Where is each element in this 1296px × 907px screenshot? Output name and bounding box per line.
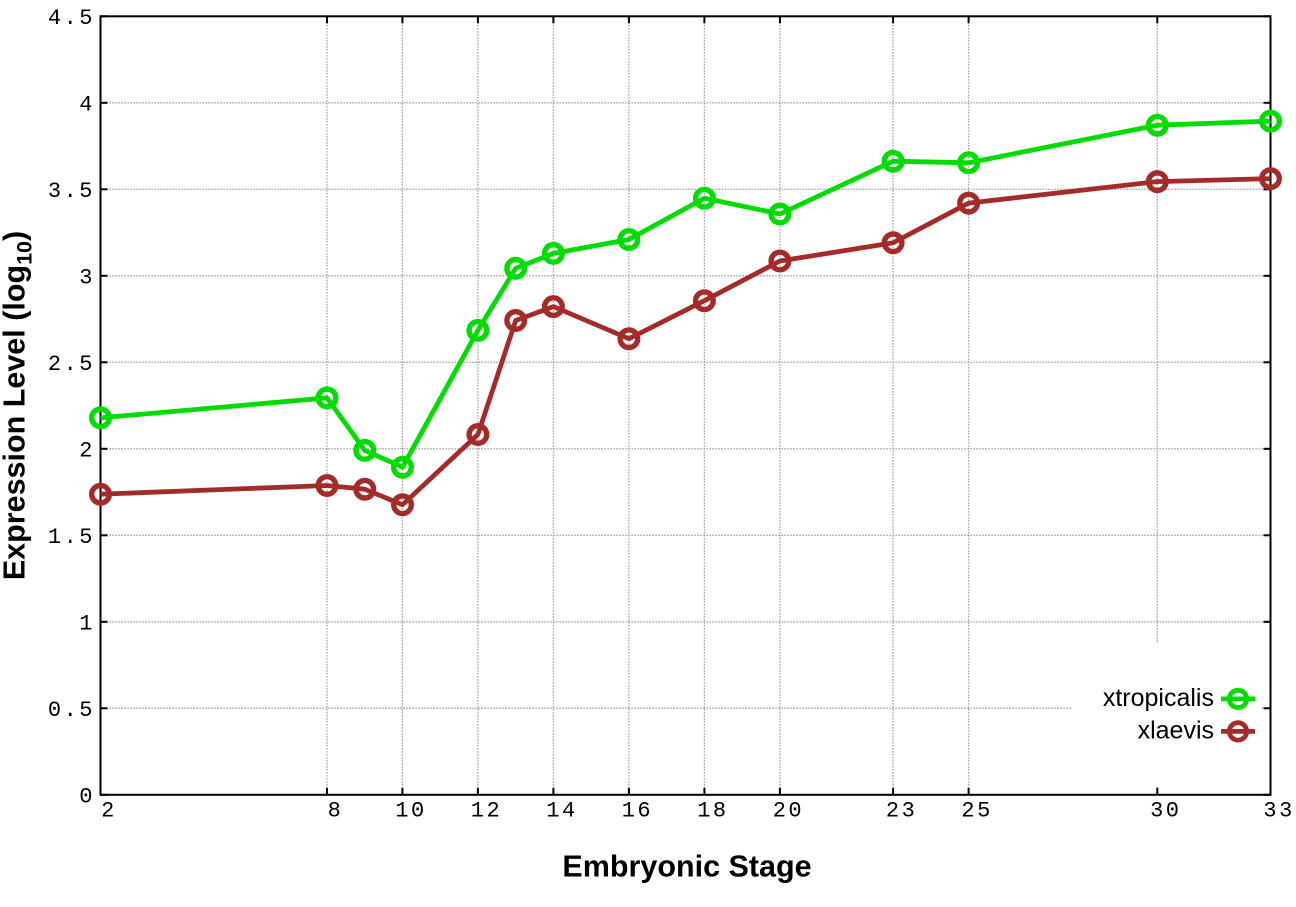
svg-text:xlaevis: xlaevis xyxy=(1138,717,1214,745)
svg-text:4.5: 4.5 xyxy=(48,6,95,31)
svg-text:25: 25 xyxy=(961,799,992,824)
svg-text:1.5: 1.5 xyxy=(48,525,95,550)
svg-text:16: 16 xyxy=(622,799,653,824)
svg-text:3.5: 3.5 xyxy=(48,179,95,204)
svg-text:4: 4 xyxy=(79,92,95,117)
svg-text:Embryonic Stage: Embryonic Stage xyxy=(562,850,811,884)
svg-text:Expression Level (log10): Expression Level (log10) xyxy=(0,231,37,580)
svg-text:0: 0 xyxy=(79,784,95,809)
svg-text:2.5: 2.5 xyxy=(48,352,95,377)
svg-text:3: 3 xyxy=(79,265,95,290)
svg-text:30: 30 xyxy=(1150,799,1181,824)
svg-text:1: 1 xyxy=(79,611,95,636)
svg-text:18: 18 xyxy=(697,799,728,824)
svg-text:8: 8 xyxy=(328,799,344,824)
svg-text:xtropicalis: xtropicalis xyxy=(1103,684,1214,712)
svg-text:0.5: 0.5 xyxy=(48,698,95,723)
svg-text:23: 23 xyxy=(886,799,917,824)
svg-text:2: 2 xyxy=(101,799,117,824)
svg-text:12: 12 xyxy=(471,799,502,824)
svg-text:33: 33 xyxy=(1263,799,1294,824)
svg-text:14: 14 xyxy=(546,799,577,824)
svg-text:2: 2 xyxy=(79,438,95,463)
svg-text:20: 20 xyxy=(773,799,804,824)
svg-text:10: 10 xyxy=(395,799,426,824)
